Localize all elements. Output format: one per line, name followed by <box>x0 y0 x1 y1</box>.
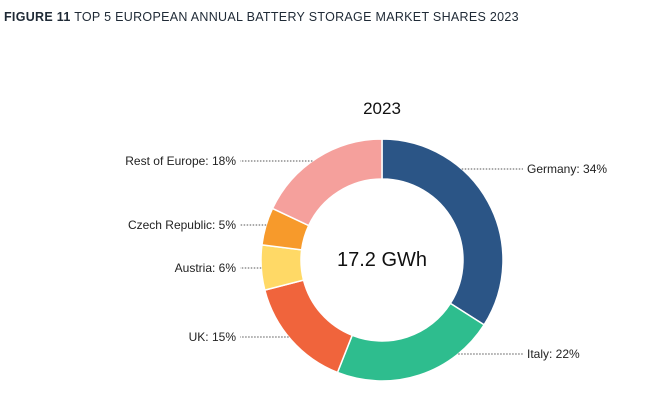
label-uk: UK: 15% <box>189 330 237 344</box>
donut-slices <box>260 138 504 382</box>
label-austria: Austria: 6% <box>175 261 237 275</box>
slice-uk <box>263 279 354 374</box>
figure-title: FIGURE 11 TOP 5 EUROPEAN ANNUAL BATTERY … <box>4 10 519 24</box>
label-germany: Germany: 34% <box>527 162 607 176</box>
slice-germany <box>381 138 504 326</box>
chart-year-title: 2023 <box>363 99 401 118</box>
figure-number: FIGURE 11 <box>4 10 71 24</box>
label-czech-republic: Czech Republic: 5% <box>128 218 236 232</box>
figure-title-text: TOP 5 EUROPEAN ANNUAL BATTERY STORAGE MA… <box>74 10 519 24</box>
slice-labels: Germany: 34% Italy: 22% UK: 15% Austria: 6%… <box>125 154 607 361</box>
leader-lines <box>240 160 523 355</box>
slice-rest-of-europe <box>271 138 383 227</box>
label-rest-of-europe: Rest of Europe: 18% <box>125 154 236 168</box>
label-italy: Italy: 22% <box>527 347 580 361</box>
center-total-label: 17.2 GWh <box>337 249 427 271</box>
slice-italy <box>336 302 486 382</box>
